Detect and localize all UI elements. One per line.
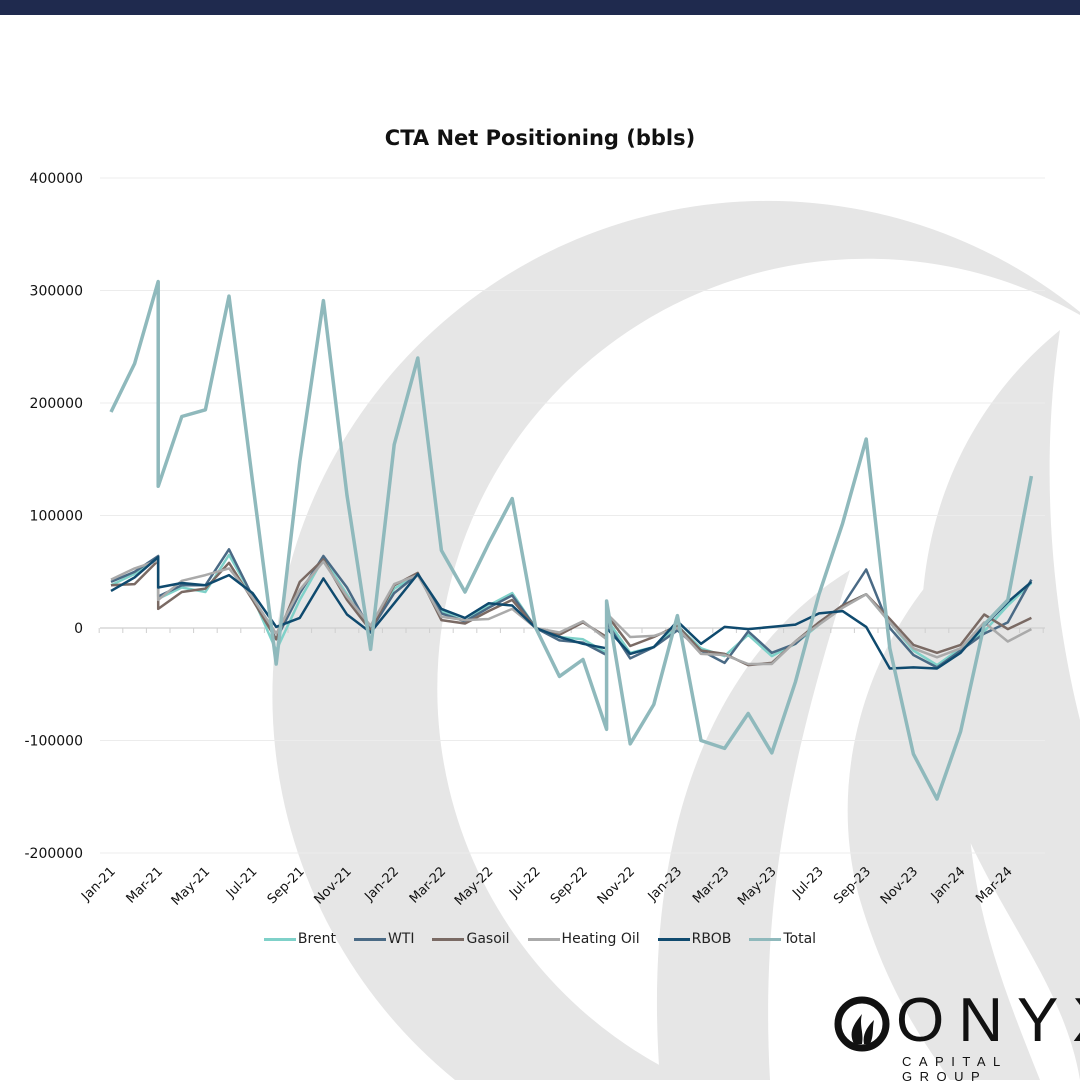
legend-item-gasoil: Gasoil [432, 931, 509, 947]
legend-label: WTI [388, 931, 415, 947]
legend-label: RBOB [692, 931, 732, 947]
series-line-heating-oil [111, 561, 1031, 665]
legend-item-total: Total [749, 931, 816, 947]
x-tick-label: Sep-21 [265, 864, 308, 907]
series-line-gasoil [111, 559, 1031, 665]
x-tick-label: Jul-22 [506, 864, 543, 901]
legend-swatch [528, 938, 560, 941]
legend-label: Gasoil [466, 931, 509, 947]
series-lines [111, 281, 1031, 799]
y-tick-label: 400000 [30, 171, 83, 187]
x-tick-label: Mar-24 [973, 864, 1015, 906]
x-tick-label: May-23 [735, 864, 779, 908]
legend-label: Brent [298, 931, 336, 947]
legend-item-heating-oil: Heating Oil [528, 931, 640, 947]
y-tick-label: 0 [74, 621, 83, 637]
y-tick-label: -200000 [25, 846, 84, 862]
x-tick-label: Mar-22 [407, 864, 449, 906]
x-tick-label: Sep-22 [548, 864, 591, 907]
legend-label: Total [783, 931, 816, 947]
legend-swatch [658, 938, 690, 941]
series-line-rbob [111, 557, 1031, 668]
legend-item-wti: WTI [354, 931, 415, 947]
x-tick-label: Jan-21 [78, 864, 119, 905]
legend-swatch [432, 938, 464, 941]
flame-circle-icon [832, 994, 892, 1054]
x-tick-label: Jan-23 [645, 864, 686, 905]
x-tick-label: Mar-23 [690, 864, 732, 906]
x-tick-label: May-21 [169, 864, 213, 908]
x-tick-label: Jan-24 [928, 864, 969, 905]
series-line-wti [111, 549, 1031, 667]
x-tick-label: Nov-22 [595, 864, 638, 907]
series-line-brent [111, 555, 1031, 665]
y-tick-label: 300000 [30, 284, 83, 300]
x-tick-label: Jul-21 [223, 864, 260, 901]
x-tick-label: May-22 [452, 864, 496, 908]
y-axis-labels: 400000 300000 200000 100000 0 -100000 -200000 [25, 171, 84, 862]
legend-item-brent: Brent [264, 931, 336, 947]
x-tick-label: Jul-23 [789, 864, 826, 901]
y-tick-label: 100000 [30, 509, 83, 525]
y-tick-label: 200000 [30, 396, 83, 412]
x-tick-label: Nov-23 [878, 864, 921, 907]
gridlines [100, 178, 1045, 853]
onyx-logo: ONYX CAPITAL GROUP [832, 990, 1062, 1084]
legend-swatch [264, 938, 296, 941]
legend-swatch [354, 938, 386, 941]
legend-item-rbob: RBOB [658, 931, 732, 947]
y-tick-label: -100000 [25, 734, 84, 750]
series-line-total [111, 282, 1031, 800]
x-tick-label: Nov-21 [312, 864, 355, 907]
x-tick-label: Jan-22 [362, 864, 403, 905]
x-tick-label: Mar-21 [124, 864, 166, 906]
x-tick-label: Sep-23 [831, 864, 874, 907]
legend-label: Heating Oil [562, 931, 640, 947]
legend: Brent WTI Gasoil Heating Oil RBOB Total [0, 931, 1080, 947]
legend-swatch [749, 938, 781, 941]
